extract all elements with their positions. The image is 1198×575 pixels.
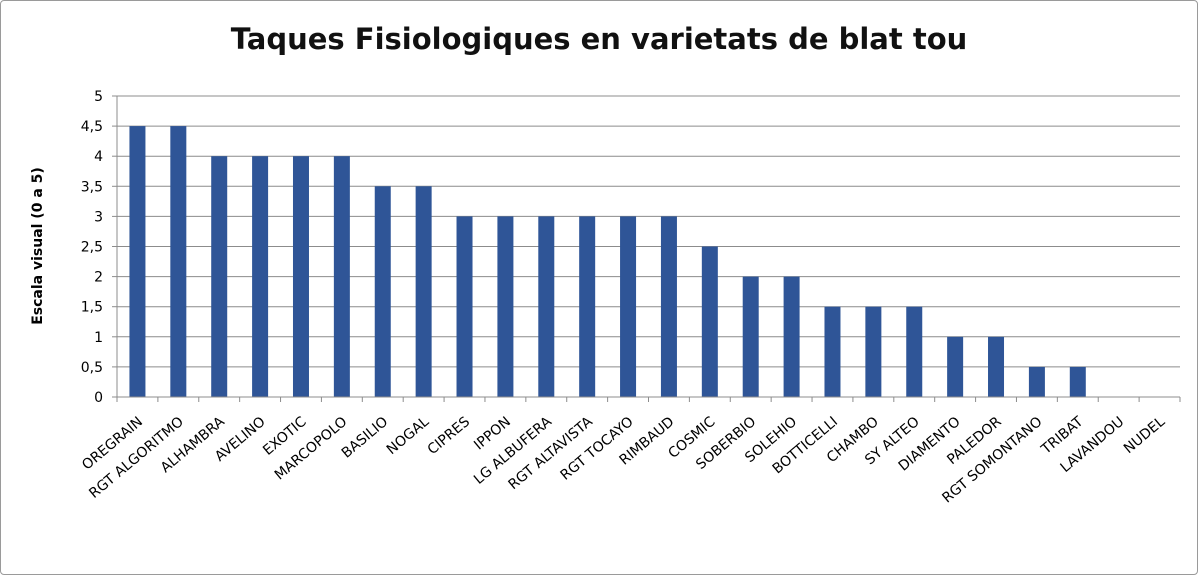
bar — [170, 126, 187, 397]
bar — [497, 216, 514, 397]
y-tick-label: 4,5 — [81, 119, 103, 135]
bar — [292, 156, 309, 397]
x-tick-label: BASILIO — [339, 414, 392, 462]
y-tick-label: 0,5 — [81, 360, 103, 376]
y-tick-label: 5 — [94, 89, 103, 105]
bar — [1069, 366, 1086, 397]
bar — [374, 186, 391, 397]
y-tick-label: 3,5 — [81, 179, 103, 195]
x-tick-label: NUDEL — [1121, 414, 1168, 457]
chart-title: Taques Fisiologiques en varietats de bla… — [230, 22, 968, 56]
x-tick-label: CIPRES — [425, 414, 474, 458]
bar — [211, 156, 228, 397]
bar — [333, 156, 350, 397]
bar — [783, 276, 800, 397]
bar — [988, 336, 1005, 397]
gridlines — [112, 95, 1180, 398]
y-tick-label: 1,5 — [81, 300, 103, 316]
bar — [129, 126, 146, 397]
bars — [129, 126, 1086, 397]
bar — [415, 186, 432, 397]
y-tick-label: 1 — [94, 330, 103, 346]
bar — [947, 336, 964, 397]
y-tick-label: 2 — [94, 270, 103, 286]
y-tick-label: 0 — [94, 390, 103, 406]
bar — [252, 156, 269, 397]
bar — [701, 246, 718, 397]
bar — [620, 216, 637, 397]
bar — [579, 216, 596, 397]
y-tick-label: 4 — [94, 149, 103, 165]
bar — [538, 216, 555, 397]
axes — [116, 96, 1181, 402]
bar — [906, 306, 923, 397]
y-tick-label: 3 — [94, 209, 103, 225]
bar — [742, 276, 759, 397]
bar — [660, 216, 677, 397]
bar — [865, 306, 882, 397]
y-tick-labels: 0 0,5 1 1,5 2 2,5 3 3,5 4 4,5 5 — [81, 89, 103, 406]
bar — [456, 216, 473, 397]
y-tick-label: 2,5 — [81, 240, 103, 256]
x-tick-label: NOGAL — [384, 414, 433, 458]
bar — [1028, 366, 1045, 397]
bar — [824, 306, 841, 397]
